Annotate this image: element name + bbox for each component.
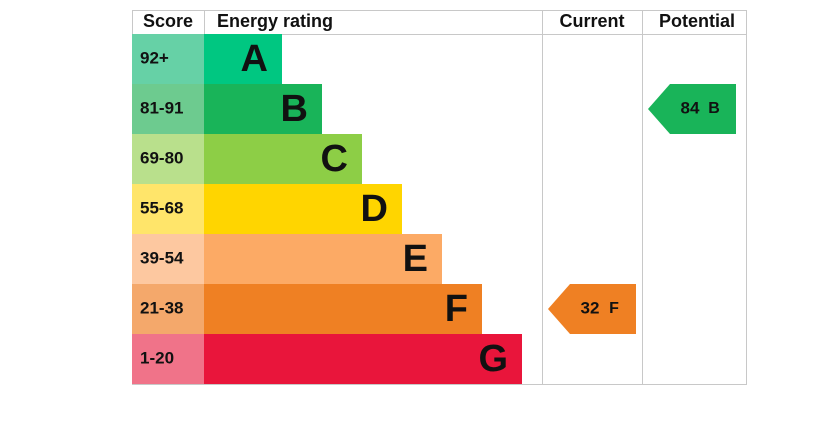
header-current: Current bbox=[559, 11, 624, 31]
rating-letter: E bbox=[403, 238, 428, 280]
header-potential: Potential bbox=[659, 11, 735, 31]
current-value: 32 bbox=[581, 298, 600, 317]
rating-bar bbox=[204, 184, 402, 234]
score-label: 21-38 bbox=[140, 298, 183, 317]
score-cell bbox=[132, 234, 204, 284]
score-cell bbox=[132, 284, 204, 334]
rating-bar bbox=[204, 34, 282, 84]
rating-bar bbox=[204, 234, 442, 284]
rating-letter: A bbox=[241, 38, 268, 80]
current-arrow bbox=[548, 284, 636, 334]
score-label: 69-80 bbox=[140, 148, 183, 167]
score-cell bbox=[132, 184, 204, 234]
rating-letter: B bbox=[281, 88, 308, 130]
rating-letter: C bbox=[321, 138, 348, 180]
header-score: Score bbox=[143, 11, 193, 31]
potential-arrow bbox=[648, 84, 736, 134]
score-cell bbox=[132, 134, 204, 184]
header-rating: Energy rating bbox=[217, 11, 333, 31]
current-letter: F bbox=[609, 300, 619, 317]
rating-letter: G bbox=[478, 338, 508, 380]
rating-bar bbox=[204, 134, 362, 184]
potential-letter: B bbox=[708, 100, 720, 117]
score-cell bbox=[132, 84, 204, 134]
score-cell bbox=[132, 334, 204, 384]
score-label: 92+ bbox=[140, 48, 169, 67]
rating-bar bbox=[204, 334, 522, 384]
score-label: 55-68 bbox=[140, 198, 183, 217]
rating-letter: F bbox=[445, 288, 468, 330]
score-label: 1-20 bbox=[140, 348, 174, 367]
score-cell bbox=[132, 34, 204, 84]
score-label: 39-54 bbox=[140, 248, 184, 267]
rating-letter: D bbox=[361, 188, 388, 230]
rating-bar bbox=[204, 284, 482, 334]
score-label: 81-91 bbox=[140, 98, 183, 117]
potential-value: 84 bbox=[681, 98, 700, 117]
rating-bar bbox=[204, 84, 322, 134]
